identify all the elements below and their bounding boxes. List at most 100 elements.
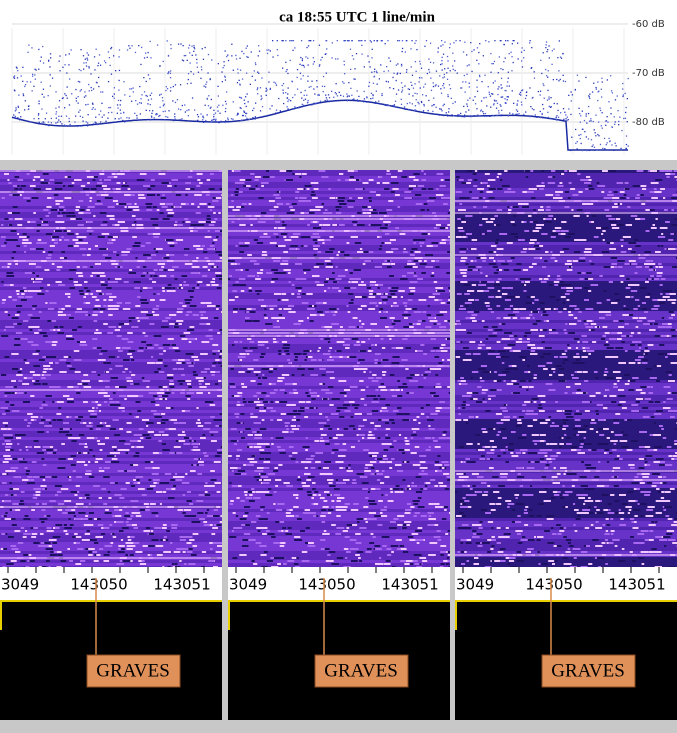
speckle: [76, 272, 83, 274]
speckle: [292, 173, 295, 175]
speckle: [336, 209, 339, 211]
speckle: [252, 401, 259, 403]
speckle: [9, 482, 12, 484]
speckle: [203, 521, 208, 523]
speckle: [377, 224, 382, 226]
speckle: [438, 362, 443, 364]
speckle: [427, 419, 434, 421]
speckle: [155, 452, 159, 454]
noise-dot: [269, 108, 271, 110]
speckle: [104, 512, 112, 514]
speckle: [382, 263, 391, 265]
waterfall-row: [228, 299, 450, 302]
speckle: [42, 371, 47, 373]
speckle: [162, 524, 167, 526]
speckle: [340, 326, 343, 328]
noise-dot: [182, 45, 184, 47]
speckle: [241, 203, 247, 205]
noise-dot: [555, 118, 558, 120]
speckle: [114, 521, 118, 523]
speckle: [218, 212, 221, 214]
speckle: [369, 302, 377, 304]
noise-dot: [610, 75, 612, 77]
speckle: [16, 293, 20, 295]
noise-dot: [66, 86, 68, 88]
speckle: [197, 224, 205, 226]
noise-dot: [562, 52, 564, 55]
noise-dot: [579, 137, 581, 140]
speckle: [161, 266, 165, 268]
speckle: [231, 194, 234, 196]
noise-dot: [223, 61, 225, 63]
speckle: [339, 392, 347, 394]
speckle: [336, 434, 344, 436]
speckle: [45, 290, 49, 292]
speckle: [319, 302, 324, 304]
noise-dot: [276, 40, 278, 42]
noise-dot: [504, 102, 507, 104]
speckle: [282, 431, 289, 433]
speckle: [124, 515, 131, 517]
speckle: [17, 323, 22, 325]
title: ca 18:55 UTC 1 line/min: [279, 9, 435, 25]
speckle: [275, 479, 282, 481]
speckle: [428, 428, 435, 430]
noise-dot: [193, 46, 195, 49]
noise-dot: [202, 115, 204, 117]
speckle: [329, 347, 333, 349]
speckle: [184, 515, 193, 517]
speckle: [328, 386, 334, 388]
speckle: [391, 395, 399, 397]
speckle: [188, 548, 193, 550]
noise-dot: [497, 93, 499, 96]
noise-dot: [556, 115, 558, 117]
speckle: [20, 338, 28, 340]
noise-dot: [418, 81, 420, 83]
noise-dot: [441, 63, 443, 65]
speckle: [277, 299, 283, 301]
noise-dot: [488, 41, 490, 43]
speckle: [23, 518, 31, 520]
speckle: [5, 410, 10, 412]
speckle: [32, 419, 37, 421]
noise-dot: [252, 117, 254, 119]
speckle: [439, 311, 448, 313]
speckle: [43, 515, 48, 517]
noise-dot: [250, 51, 252, 53]
speckle: [283, 269, 291, 271]
speckle: [311, 197, 318, 199]
speckle: [27, 482, 35, 484]
speckle: [137, 410, 142, 412]
noise-dot: [49, 85, 51, 87]
noise-dot: [188, 47, 190, 49]
speckle: [26, 173, 30, 175]
noise-dot: [210, 106, 212, 108]
noise-dot: [237, 112, 239, 115]
noise-dot: [300, 78, 302, 80]
noise-dot: [470, 115, 472, 117]
speckle: [434, 299, 442, 301]
speckle: [79, 209, 85, 211]
noise-dot: [608, 137, 610, 140]
speckle: [284, 239, 292, 241]
noise-dot: [325, 94, 327, 96]
speckle: [276, 320, 279, 322]
noise-dot: [431, 105, 433, 107]
noise-dot: [440, 108, 442, 110]
waterfall-row: [0, 329, 222, 332]
noise-dot: [177, 108, 180, 110]
speckle: [271, 278, 279, 280]
speckle: [4, 356, 10, 358]
noise-dot: [532, 96, 534, 99]
speckle: [363, 209, 370, 211]
noise-dot: [40, 81, 42, 83]
speckle: [258, 479, 262, 481]
waterfall-row: [228, 326, 450, 329]
speckle: [39, 518, 48, 520]
speckle: [397, 407, 402, 409]
noise-dot: [606, 142, 608, 144]
noise-dot: [401, 86, 404, 89]
speckle: [179, 335, 186, 337]
speckle: [115, 308, 118, 310]
waterfall-row: [0, 479, 222, 482]
